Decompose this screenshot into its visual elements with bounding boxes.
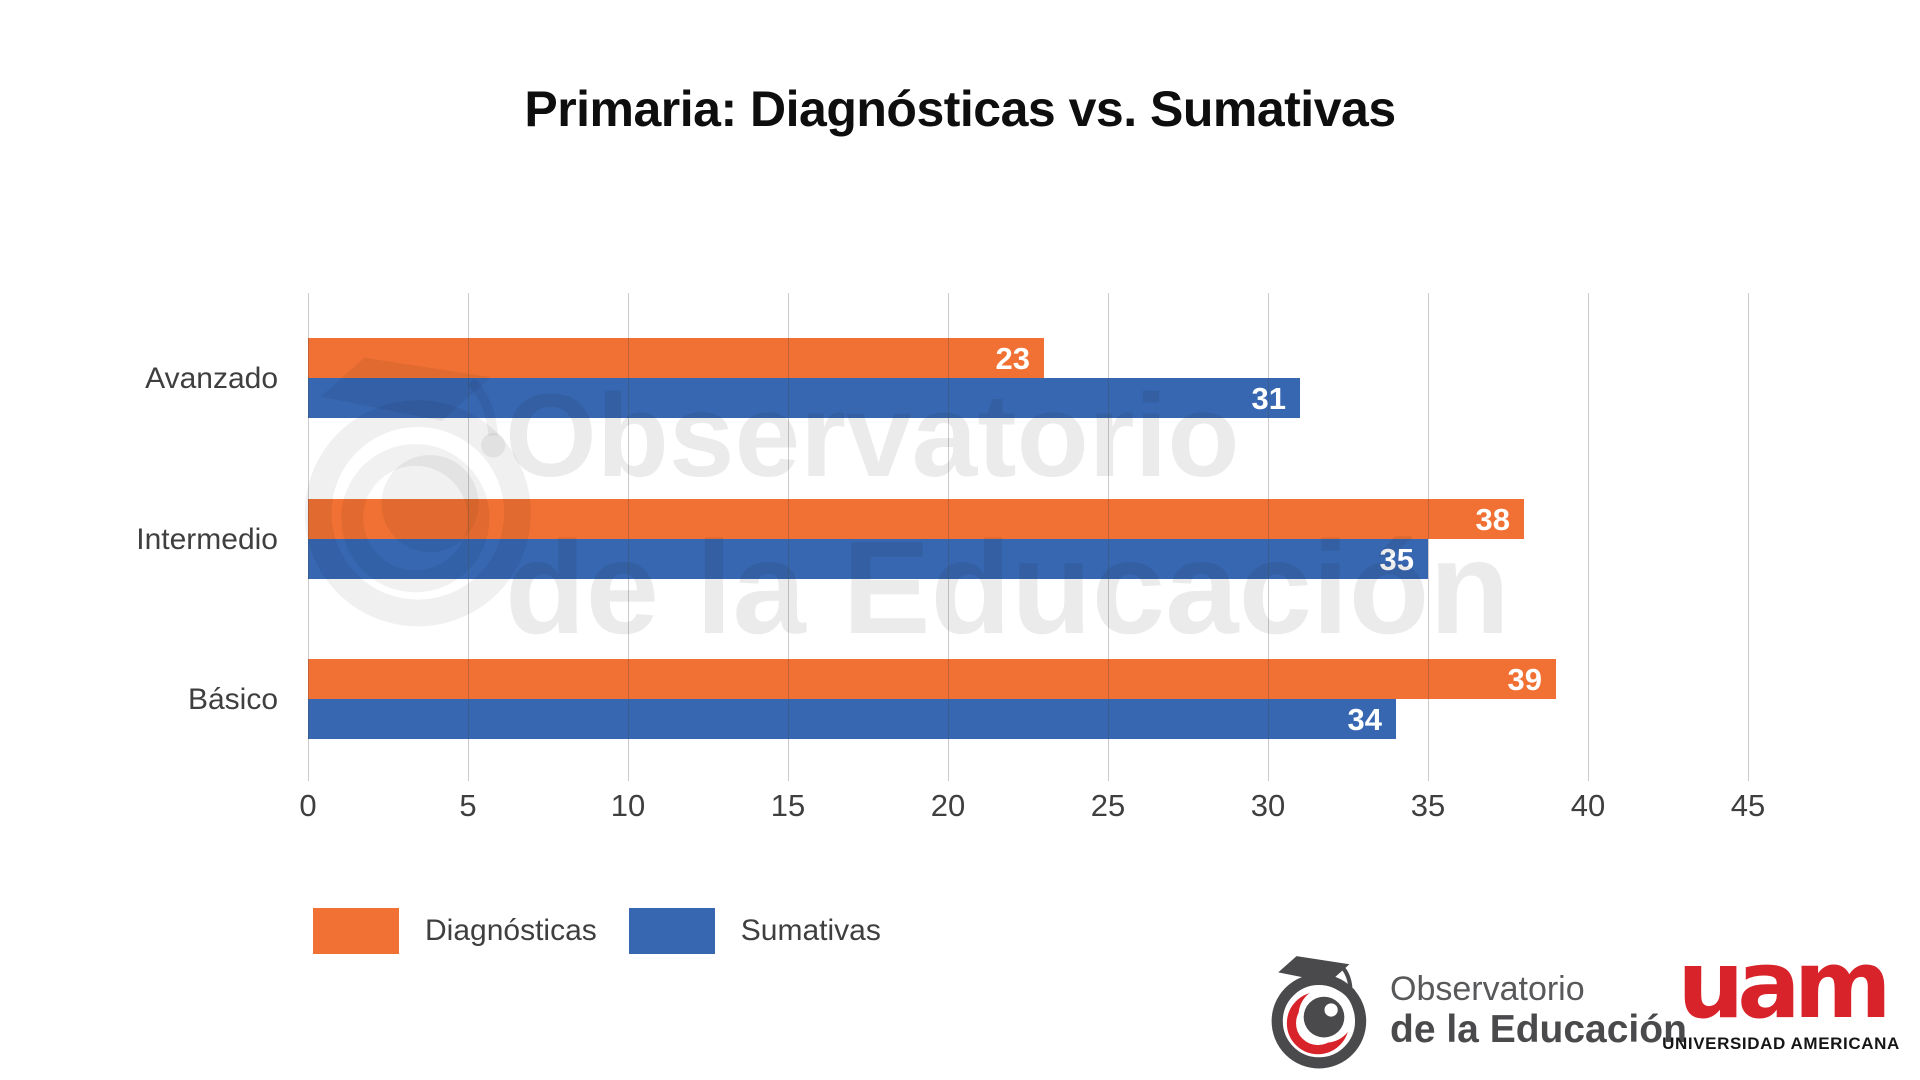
legend-item-diagnosticas: Diagnósticas [313,908,597,954]
bar-value-label: 23 [995,341,1030,376]
gridline-45 [1748,293,1749,781]
uam-subtitle: UNIVERSIDAD AMERICANA [1662,1034,1900,1053]
y-axis-category-labels: Avanzado Intermedio Básico [0,293,278,775]
plot-area: 23 31 38 35 39 34 [308,293,1749,781]
bar-value-label: 31 [1251,381,1286,416]
bar-sumativas-basico: 34 [308,699,1396,739]
category-label-basico: Básico [187,683,278,716]
gridline-10 [628,293,629,781]
legend: Diagnósticas Sumativas [313,908,881,954]
gridline-0 [308,293,309,781]
bar-sumativas-avanzado: 31 [308,378,1300,418]
bars-layer: 23 31 38 35 39 34 [308,293,1748,775]
bar-value-label: 34 [1347,702,1382,737]
gridline-15 [788,293,789,781]
legend-label-diagnosticas: Diagnósticas [425,914,597,947]
x-axis-tick-label-30: 30 [1250,788,1286,823]
observatorio-text-line1: Observatorio [1390,970,1585,1008]
bar-sumativas-intermedio: 35 [308,538,1428,579]
x-axis-tick-label-10: 10 [610,788,646,823]
grid-layer [308,293,1749,781]
x-axis: 0 5 10 15 20 25 30 35 40 45 [299,788,1808,832]
gridline-5 [468,293,469,781]
observatorio-text-line2: de la Educación [1390,1008,1687,1051]
bar-value-label: 38 [1475,501,1510,537]
category-label-avanzado: Avanzado [145,362,278,395]
bar-diagnosticas-avanzado: 23 [308,338,1044,378]
legend-item-sumativas: Sumativas [628,908,881,954]
uam-logo: uam UNIVERSIDAD AMERICANA [1650,931,1912,1054]
category-label-intermedio: Intermedio [136,522,278,556]
bar-diagnosticas-intermedio: 38 [308,498,1524,539]
legend-swatch-sumativas [628,908,715,954]
x-axis-tick-label-0: 0 [299,788,317,823]
gridline-25 [1108,293,1109,781]
gridline-35 [1428,293,1429,781]
x-axis-tick-label-40: 40 [1570,788,1606,823]
observatorio-eye-icon [1271,956,1367,1069]
x-axis-tick-label-45: 45 [1730,788,1766,823]
bar-diagnosticas-basico: 39 [308,659,1556,699]
x-axis-tick-label-35: 35 [1410,788,1446,823]
x-axis-tick-label-20: 20 [930,788,966,823]
gridline-40 [1588,293,1589,781]
chart-title: Primaria: Diagnósticas vs. Sumativas [524,81,1396,137]
bar-value-label: 39 [1507,662,1542,697]
x-axis-tick-label-25: 25 [1090,788,1126,823]
observatorio-logo: Observatorio de la Educación [1268,952,1687,1070]
x-axis-tick-label-5: 5 [459,788,477,823]
x-axis-tick-label-15: 15 [770,788,806,823]
legend-label-sumativas: Sumativas [740,914,881,947]
uam-wordmark: uam [1677,931,1891,1040]
gridline-30 [1268,293,1269,781]
legend-swatch-diagnosticas [313,908,399,954]
observatorio-logo-text: Observatorio de la Educación [1390,970,1687,1052]
gridline-20 [948,293,949,781]
bar-value-label: 35 [1379,541,1414,577]
